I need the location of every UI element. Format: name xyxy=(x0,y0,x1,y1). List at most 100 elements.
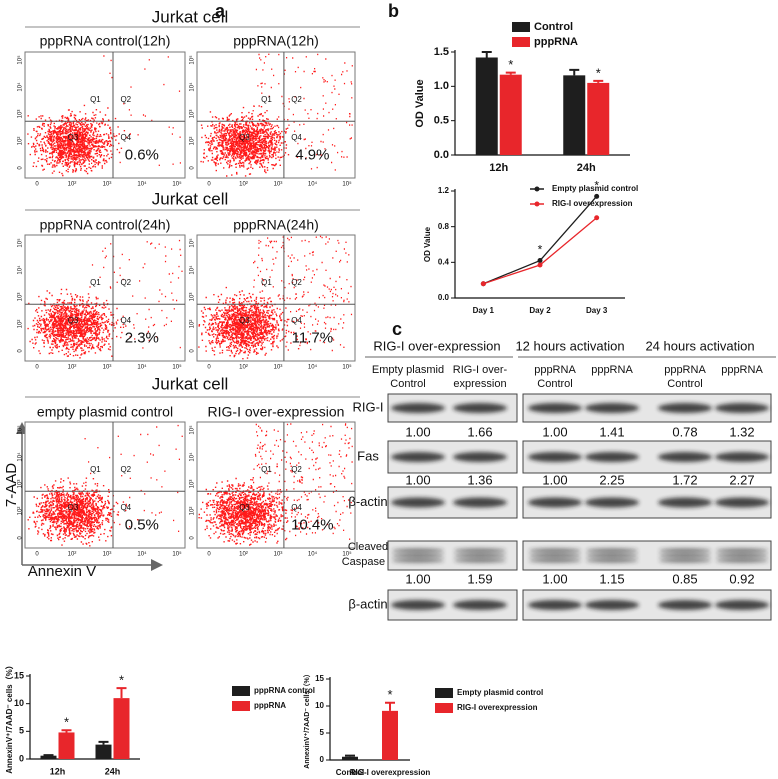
band xyxy=(658,452,712,462)
quantification: 0.85 xyxy=(672,571,697,586)
flow-x-tick: 10³ xyxy=(274,365,283,371)
quantification: 1.32 xyxy=(729,424,754,439)
quantification: 1.00 xyxy=(542,424,567,439)
quantification: 1.41 xyxy=(599,424,624,439)
band xyxy=(716,553,768,558)
flow-y-tick: 10³ xyxy=(190,110,196,119)
flow-y-tick: 10⁴ xyxy=(189,265,196,275)
flow-x-tick: 10³ xyxy=(103,182,112,188)
quadrant-label: Q2 xyxy=(291,278,302,287)
group-title: 12 hours activation xyxy=(515,338,624,353)
flow-x-tick: 10² xyxy=(68,365,77,371)
flow-y-label: 7-AAD xyxy=(3,463,20,507)
error-bar xyxy=(593,79,604,83)
band xyxy=(585,403,639,413)
flow-y-tick: 10³ xyxy=(18,293,24,302)
flow-y-tick: 10⁵ xyxy=(189,425,196,435)
flow-x-tick: 10⁵ xyxy=(342,551,352,558)
quantification: 1.00 xyxy=(405,424,430,439)
band xyxy=(715,452,769,462)
band xyxy=(454,548,506,553)
flow-x-tick: 10³ xyxy=(103,365,112,371)
band xyxy=(453,452,507,462)
significance: * xyxy=(596,65,601,80)
error-bar xyxy=(116,687,127,699)
x-tick-label: 12h xyxy=(489,162,508,174)
x-tick-label: 24h xyxy=(577,162,596,174)
bar xyxy=(499,74,522,155)
quantification: 1.00 xyxy=(405,472,430,487)
lane-label: pppRNA xyxy=(591,364,633,376)
quadrant-label: Q3 xyxy=(68,316,79,325)
bar xyxy=(40,755,57,759)
legend-swatch xyxy=(534,186,540,192)
marker xyxy=(594,215,600,221)
band xyxy=(391,452,445,462)
legend-label: RIG-I overexpression xyxy=(552,199,633,208)
y-tick-label: 0.0 xyxy=(434,149,449,161)
y-tick-label: 5 xyxy=(19,726,24,736)
quadrant-label: Q1 xyxy=(261,95,272,104)
quadrant-label: Q2 xyxy=(120,465,131,474)
row-label: RIG-I xyxy=(352,399,383,414)
quadrant-label: Q2 xyxy=(120,278,131,287)
y-tick-label: 15 xyxy=(14,670,24,680)
flow-y-tick: 10⁴ xyxy=(189,82,196,92)
x-tick-label: 24h xyxy=(105,766,121,776)
band xyxy=(715,403,769,413)
percent-label: 0.5% xyxy=(125,516,159,533)
x-tick-label: Day 3 xyxy=(586,306,608,315)
legend-swatch xyxy=(435,703,453,713)
flow-y-tick: 10⁵ xyxy=(17,55,24,65)
significance: * xyxy=(119,673,124,688)
y-tick-label: 0.4 xyxy=(438,257,450,266)
flow-y-tick: 10² xyxy=(190,137,196,146)
y-tick-label: 1.5 xyxy=(434,46,449,58)
quadrant-label: Q1 xyxy=(90,465,101,474)
band xyxy=(453,403,507,413)
quadrant-label: Q4 xyxy=(120,503,131,512)
band xyxy=(659,553,711,558)
flow-y-tick: 10⁴ xyxy=(189,452,196,462)
lane-label: expression xyxy=(453,378,506,390)
legend-label: Empty plasmid control xyxy=(457,688,543,697)
quadrant-label: Q1 xyxy=(90,278,101,287)
flow-x-tick: 10⁴ xyxy=(137,551,147,558)
bar xyxy=(475,57,498,155)
bar xyxy=(113,698,130,759)
lane-label: Empty plasmid xyxy=(372,364,444,376)
flow-y-tick: 0 xyxy=(190,349,196,353)
percent-label: 10.4% xyxy=(291,516,334,533)
flow-x-tick: 0 xyxy=(35,182,39,188)
marker xyxy=(537,258,543,264)
lane-label: pppRNA xyxy=(664,364,706,376)
error-bar xyxy=(481,51,492,58)
band xyxy=(528,403,582,413)
flow-y-tick: 10⁴ xyxy=(17,265,24,275)
legend-swatch xyxy=(534,201,540,207)
quantification: 0.78 xyxy=(672,424,697,439)
y-tick-label: 0.0 xyxy=(438,293,450,302)
quadrant-label: Q3 xyxy=(68,503,79,512)
quadrant-label: Q3 xyxy=(239,503,250,512)
flow-y-tick: 10⁴ xyxy=(17,82,24,92)
flow-x-tick: 10⁵ xyxy=(342,181,352,188)
band xyxy=(453,600,507,610)
group-title: 24 hours activation xyxy=(645,338,754,353)
significance: * xyxy=(538,243,543,257)
quadrant-label: Q2 xyxy=(291,465,302,474)
flow-x-tick: 10⁴ xyxy=(137,364,147,371)
band xyxy=(454,553,506,558)
band xyxy=(391,497,445,508)
quantification: 2.27 xyxy=(729,472,754,487)
x-tick-label: RIG-I overexpression xyxy=(350,768,431,777)
band xyxy=(715,600,769,610)
y-tick-label: 0.8 xyxy=(438,222,450,231)
quadrant-label: Q1 xyxy=(261,465,272,474)
flow-y-tick: 10² xyxy=(190,320,196,329)
flow-y-tick: 0 xyxy=(18,536,24,540)
flow-x-tick: 10² xyxy=(239,365,248,371)
line xyxy=(483,195,598,285)
flow-x-label: Annexin V xyxy=(28,563,96,580)
